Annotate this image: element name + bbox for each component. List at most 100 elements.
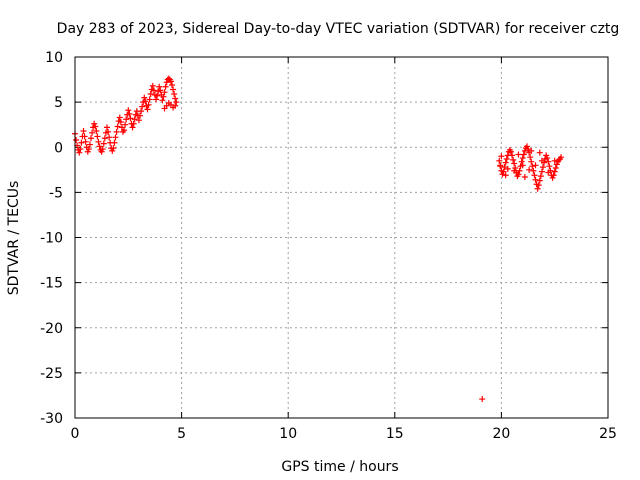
data-point [116,114,123,121]
data-point [146,96,153,103]
x-tick-label: 25 [599,426,617,442]
data-point [543,152,550,159]
data-point [126,110,133,117]
data-point [526,166,533,173]
data-point [551,157,558,164]
data-point [539,164,546,171]
data-point [171,91,178,98]
data-point [544,155,551,162]
data-point [529,163,536,170]
data-point [139,103,146,110]
data-point [114,123,121,130]
data-point [532,176,539,183]
data-point [528,147,535,154]
data-point [103,124,110,131]
data-point [501,164,508,171]
data-point [138,108,145,115]
data-point [519,155,526,162]
data-point [162,83,169,90]
data-point [511,160,518,167]
data-points [72,75,565,403]
data-point [113,128,120,135]
data-point [504,165,511,172]
y-tick-label: 0 [54,140,63,156]
data-point [509,152,516,159]
data-point [93,128,100,135]
data-point [110,145,117,152]
data-point [500,168,507,175]
data-point [105,128,112,135]
data-point [82,138,89,145]
y-tick-label: -20 [40,321,63,337]
data-point [144,106,151,113]
data-point [109,147,116,154]
data-point [518,158,525,165]
data-point [149,82,156,89]
data-point [84,148,91,155]
y-tick-label: -5 [49,185,63,201]
data-point [503,155,510,162]
data-point [535,182,542,189]
y-tick-label: 10 [45,50,63,66]
y-tick-label: 5 [54,95,63,111]
data-point [528,158,535,165]
data-point [100,140,107,147]
data-point [135,117,142,124]
data-point [553,161,560,168]
data-point [161,105,168,112]
data-point [167,78,174,85]
data-point [502,172,509,179]
data-point [515,171,522,178]
data-point [91,120,98,127]
y-axis-label: SDTVAR / TECUs [6,181,22,296]
y-tick-label: -15 [40,276,63,292]
data-point [552,165,559,172]
data-point [150,87,157,94]
data-point [496,157,503,164]
data-point [125,107,132,114]
data-point [538,157,545,164]
data-point [172,95,179,102]
data-point [85,146,92,153]
data-point [170,86,177,93]
data-point [76,149,83,156]
data-point [117,118,124,125]
data-point [511,167,518,174]
data-point [558,154,565,161]
data-point [545,158,552,165]
data-point [510,156,517,163]
data-point [86,141,93,148]
data-point [515,151,522,158]
data-point [111,139,118,146]
data-point [534,185,541,192]
data-point [145,101,152,108]
data-point [536,177,543,184]
data-point [549,174,556,181]
data-point [154,92,161,99]
y-tick-label: -30 [40,411,63,427]
x-tick-label: 15 [386,426,404,442]
y-tick-label: -25 [40,366,63,382]
data-point [123,116,130,123]
data-point [98,148,105,155]
data-point [512,165,519,172]
data-point [160,93,167,100]
data-point [141,94,148,101]
y-tick-label: -10 [40,231,63,247]
data-point [169,81,176,88]
chart-title: Day 283 of 2023, Sidereal Day-to-day VTE… [57,21,620,37]
data-point [531,172,538,179]
data-point [121,127,128,134]
data-point [78,139,85,146]
data-point [147,91,154,98]
data-point [546,163,553,170]
data-point [523,143,530,150]
data-point [527,154,534,161]
data-point [525,146,532,153]
data-point [536,149,543,156]
data-point [551,168,558,175]
data-point [101,135,108,142]
data-point [142,98,149,105]
data-point [80,128,87,135]
